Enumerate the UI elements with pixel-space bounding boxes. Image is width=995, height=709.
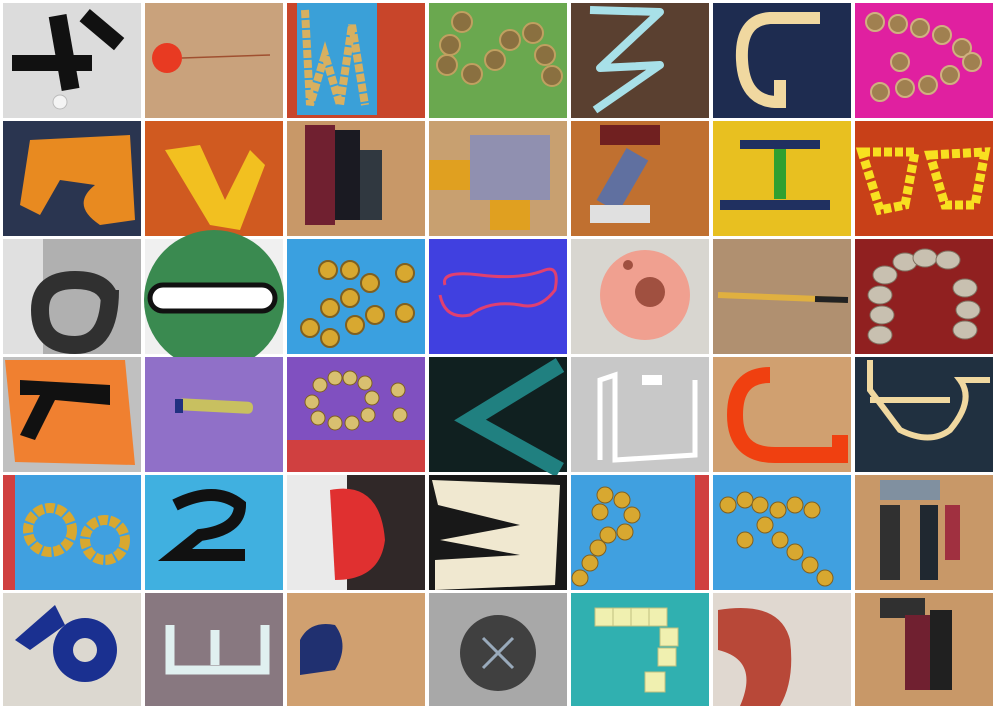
photo-tile (287, 357, 425, 472)
photo-tile (713, 3, 851, 118)
photo-tile (713, 239, 851, 354)
photo-tile (3, 357, 141, 472)
photo-tile (713, 475, 851, 590)
photo-tile (855, 357, 993, 472)
photo-tile (429, 121, 567, 236)
photo-tile (713, 121, 851, 236)
photo-tile (429, 593, 567, 706)
photo-tile (3, 239, 141, 355)
photo-tile (145, 121, 283, 236)
photo-tile (144, 230, 284, 370)
photo-tile (571, 357, 709, 472)
photo-tile (855, 239, 993, 354)
photo-tile (429, 239, 567, 354)
photo-tile (571, 3, 709, 118)
photo-tile (3, 475, 141, 590)
photo-tile (855, 121, 993, 236)
photo-tile (3, 3, 141, 118)
photo-tile (287, 475, 425, 590)
photo-tile (145, 3, 283, 118)
photo-tile (145, 357, 283, 472)
photo-tile (287, 593, 425, 706)
photo-tile (287, 239, 425, 354)
photo-tile (3, 593, 141, 706)
photo-tile (855, 475, 993, 590)
photo-tile (429, 3, 567, 118)
photo-tile (287, 3, 425, 118)
photo-tile (571, 593, 709, 706)
photo-tile (571, 475, 709, 590)
photo-tile (571, 121, 709, 236)
photo-tile (429, 357, 567, 477)
photo-tile (855, 593, 993, 706)
photo-tile (287, 121, 425, 236)
photo-tile (145, 475, 283, 590)
photo-tile (571, 239, 709, 354)
photo-tile (429, 475, 567, 590)
photo-tile (855, 3, 993, 118)
photo-tile (713, 593, 851, 706)
photo-tile (3, 121, 141, 236)
photo-tile (713, 357, 851, 472)
photo-tile (145, 593, 283, 706)
